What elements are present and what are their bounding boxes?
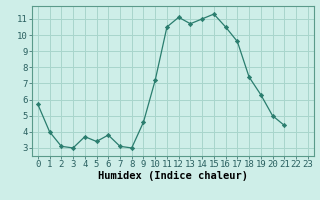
X-axis label: Humidex (Indice chaleur): Humidex (Indice chaleur) (98, 171, 248, 181)
